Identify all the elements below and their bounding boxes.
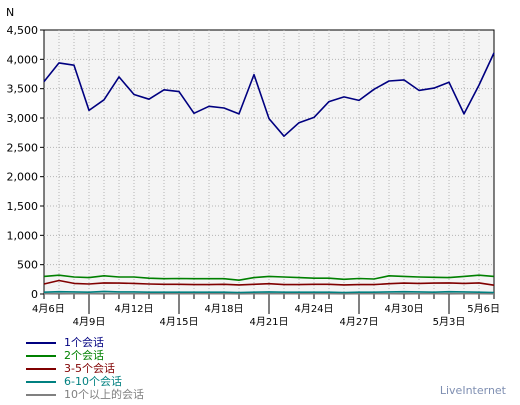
- legend-item: 10个以上的会话: [26, 388, 144, 401]
- y-axis: 0 500 1,000 1,500 2,000 2,500 3,000 3,500 4,000 4…: [7, 24, 44, 301]
- series-line: [43, 279, 495, 286]
- series-line: [43, 274, 495, 282]
- x-tick-label: 4月6日: [32, 303, 65, 315]
- y-tick-label: 500: [17, 259, 38, 272]
- legend-label: 3-5个会话: [64, 362, 115, 375]
- x-tick-label: 4月12日: [114, 303, 153, 315]
- x-tick-label: 4月9日: [73, 316, 106, 328]
- y-tick-label: 1,500: [7, 200, 39, 213]
- legend-label: 10个以上的会话: [64, 388, 144, 401]
- y-tick-label: 4,500: [7, 24, 39, 37]
- legend-item: 6-10个会话: [26, 375, 144, 388]
- x-tick-label: 4月24日: [294, 303, 333, 315]
- legend-label: 6-10个会话: [64, 375, 122, 388]
- legend-label: 2个会话: [64, 349, 104, 362]
- x-tick-label: 4月27日: [339, 316, 378, 328]
- series-line: [43, 290, 495, 294]
- y-tick-label: 1,000: [7, 229, 39, 242]
- legend-swatch: [26, 380, 56, 383]
- x-axis: 4月6日 4月9日 4月12日 4月15日 4月18日 4月21日 4月24日 4月27日 4月…: [32, 294, 500, 328]
- x-tick-label: 4月21日: [249, 316, 288, 328]
- legend-label: 1个会话: [64, 336, 104, 349]
- line-chart: 0 500 1,000 1,500 2,000 2,500 3,000 3,500 4,000 4…: [6, 6, 500, 328]
- legend-item: 1个会话: [26, 336, 144, 349]
- grid: [44, 30, 494, 294]
- x-tick-label: 4月18日: [204, 303, 243, 315]
- legend: 1个会话 2个会话 3-5个会话 6-10个会话 10个以上的会话: [26, 336, 144, 401]
- legend-item: 2个会话: [26, 349, 144, 362]
- legend-swatch: [26, 393, 56, 396]
- x-tick-label: 4月15日: [159, 316, 198, 328]
- legend-swatch: [26, 341, 56, 344]
- series-lines: [43, 52, 495, 295]
- legend-swatch: [26, 354, 56, 357]
- y-tick-label: 4,000: [7, 53, 39, 66]
- legend-item: 3-5个会话: [26, 362, 144, 375]
- x-tick-label: 4月30日: [384, 303, 423, 315]
- y-tick-label: 2,000: [7, 171, 39, 184]
- legend-swatch: [26, 367, 56, 370]
- y-tick-label: 0: [31, 288, 38, 301]
- x-tick-label: 5月6日: [467, 303, 500, 315]
- series-line: [43, 52, 495, 137]
- brand-label: LiveInternet: [439, 384, 506, 397]
- y-axis-label: N: [6, 6, 14, 19]
- y-tick-label: 3,000: [7, 112, 39, 125]
- x-tick-label: 5月3日: [433, 316, 466, 328]
- y-tick-label: 3,500: [7, 83, 39, 96]
- y-tick-label: 2,500: [7, 141, 39, 154]
